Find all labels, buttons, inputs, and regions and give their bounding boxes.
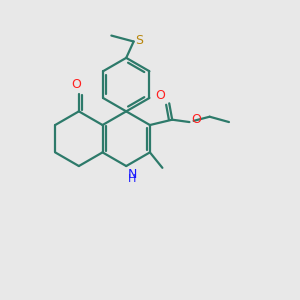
Text: N: N bbox=[128, 167, 137, 181]
Text: S: S bbox=[135, 34, 143, 47]
Text: O: O bbox=[71, 78, 81, 91]
Text: O: O bbox=[155, 89, 165, 102]
Text: O: O bbox=[191, 113, 201, 126]
Text: H: H bbox=[128, 174, 136, 184]
